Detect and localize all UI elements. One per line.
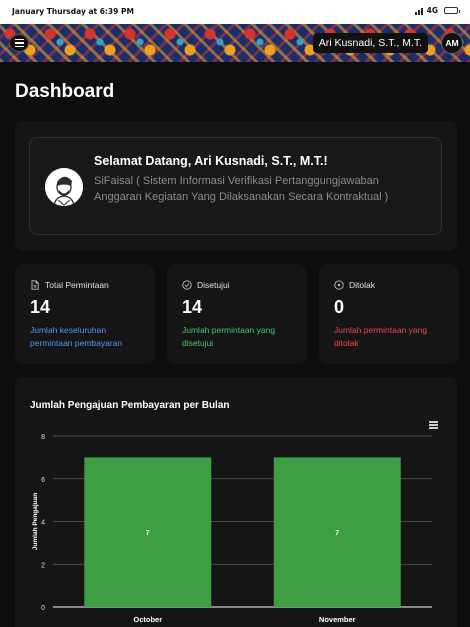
chart-title: Jumlah Pengajuan Pembayaran per Bulan	[30, 400, 230, 411]
stat-card-rejected: Ditolak 0 Jumlah permintaan yang ditolak	[319, 264, 458, 364]
check-circle-icon	[182, 280, 192, 290]
x-circle-icon	[334, 280, 344, 290]
bar	[84, 457, 212, 607]
stat-description: Jumlah keseluruhan permintaan pembayaran	[30, 325, 123, 348]
stat-value: 0	[334, 297, 345, 317]
welcome-card: Selamat Datang, Ari Kusnadi, S.T., M.T.!…	[15, 121, 457, 251]
stat-description: Jumlah permintaan yang ditolak	[334, 325, 428, 348]
chart-card: Jumlah Pengajuan Pembayaran per Bulan 0 2…	[15, 377, 457, 627]
stat-header: Ditolak	[334, 280, 375, 290]
app-header: Ari Kusnadi, S.T., M.T. AM	[0, 24, 470, 62]
y-tick-label: 8	[41, 434, 45, 441]
y-tick-label: 6	[41, 477, 45, 484]
user-avatar-image	[45, 168, 83, 206]
stat-card-approved: Disetujui 14 Jumlah permintaan yang dise…	[167, 264, 306, 364]
user-illustration-icon	[45, 168, 83, 206]
stat-label: Ditolak	[349, 280, 375, 290]
status-time: January Thursday at 6:39 PM	[12, 7, 134, 16]
x-tick-label: October	[133, 615, 162, 624]
status-indicators: 4G	[414, 6, 460, 15]
x-tick-label: November	[319, 615, 356, 624]
battery-icon	[444, 7, 460, 14]
y-tick-label: 2	[41, 562, 45, 569]
stat-value: 14	[182, 297, 203, 317]
network-type: 4G	[426, 6, 438, 15]
stat-label: Disetujui	[197, 280, 230, 290]
signal-icon	[414, 7, 423, 15]
y-tick-label: 4	[41, 520, 45, 527]
y-tick-label: 0	[41, 605, 45, 612]
stat-description: Jumlah permintaan yang disetujui	[182, 325, 276, 348]
chart-menu-icon[interactable]	[429, 421, 438, 429]
welcome-heading: Selamat Datang, Ari Kusnadi, S.T., M.T.!	[94, 154, 328, 168]
stat-header: Total Permintaan	[30, 280, 109, 290]
document-icon	[31, 280, 39, 290]
stat-label: Total Permintaan	[45, 280, 109, 290]
welcome-panel: Selamat Datang, Ari Kusnadi, S.T., M.T.!…	[29, 137, 442, 235]
stat-card-total: Total Permintaan 14 Jumlah keseluruhan p…	[15, 264, 154, 364]
bar-chart: 0 2 4 6 8 7 October 7 November Jumlah Pengajuan	[32, 434, 432, 624]
hamburger-icon[interactable]	[9, 34, 29, 52]
data-label: 7	[146, 530, 150, 537]
bar	[273, 457, 401, 607]
user-name[interactable]: Ari Kusnadi, S.T., M.T.	[312, 33, 428, 53]
status-bar: January Thursday at 6:39 PM 4G	[0, 0, 470, 24]
stat-header: Disetujui	[182, 280, 230, 290]
stat-value: 14	[30, 297, 51, 317]
welcome-subtitle: SiFaisal ( Sistem Informasi Verifikasi P…	[94, 175, 389, 203]
avatar[interactable]: AM	[441, 32, 463, 54]
page-title: Dashboard	[15, 81, 115, 102]
y-axis-label: Jumlah Pengajuan	[32, 493, 39, 550]
data-label: 7	[335, 530, 339, 537]
